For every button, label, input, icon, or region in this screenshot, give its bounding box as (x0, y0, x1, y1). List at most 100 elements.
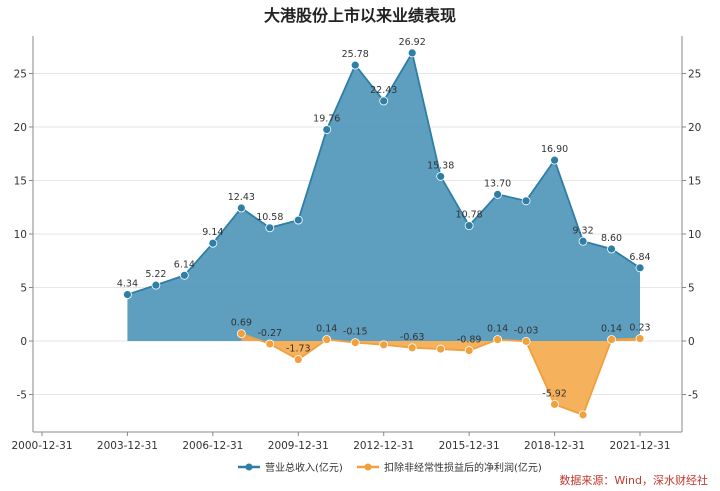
revenue-data-label: 16.90 (541, 144, 568, 155)
revenue-point (350, 60, 360, 70)
revenue-data-label: 19.76 (313, 114, 340, 125)
x-tick-label: 2015-12-31 (439, 440, 500, 452)
net-profit-point (493, 335, 503, 344)
net-profit-data-label: -5.92 (542, 388, 567, 399)
revenue-point (436, 172, 446, 181)
legend-item-net-profit[interactable]: 扣除非经常性损益后的净利润(亿元) (357, 461, 542, 474)
y-tick-label-right: 5 (688, 283, 695, 295)
x-tick-label: 2006-12-31 (182, 440, 243, 452)
revenue-data-label: 26.92 (399, 37, 426, 48)
net-profit-data-label: -0.27 (258, 328, 283, 339)
y-tick-label-right: 0 (688, 336, 695, 348)
revenue-data-label: 15.38 (427, 160, 454, 171)
x-tick-label: 2021-12-31 (609, 440, 670, 452)
revenue-data-label: 8.60 (601, 233, 622, 244)
net-profit-point (521, 336, 531, 346)
net-profit-point (550, 399, 559, 409)
legend-label: 营业总收入(亿元) (265, 461, 343, 474)
point-layer (123, 48, 645, 420)
y-tick-label-right: 10 (688, 229, 701, 241)
revenue-point (179, 270, 189, 280)
legend-swatch-dot (364, 463, 372, 471)
revenue-data-label: 4.34 (117, 279, 138, 290)
y-tick-label-left: 10 (14, 229, 27, 241)
net-profit-data-label: 0.14 (316, 324, 337, 335)
revenue-point (265, 223, 275, 233)
axis-layer: -5 -5 0 0 5 5 10 10 15 15 20 20 25 25 2000-12-31 2003-1… (11, 36, 701, 452)
net-profit-data-label: 0.14 (487, 324, 508, 335)
legend-item-revenue[interactable]: 营业总收入(亿元) (238, 461, 343, 474)
net-profit-data-label: 0.23 (629, 323, 650, 334)
net-profit-point (236, 329, 246, 339)
revenue-point (151, 280, 161, 290)
revenue-point (379, 96, 389, 106)
source-note: 数据来源：Wind，深水财经社 (559, 473, 708, 487)
revenue-point (635, 263, 645, 273)
y-tick-label-right: 20 (688, 122, 701, 134)
x-tick-label: 2009-12-31 (268, 440, 329, 452)
legend[interactable]: 营业总收入(亿元) 扣除非经常性损益后的净利润(亿元) (238, 461, 542, 474)
revenue-data-label: 6.14 (174, 259, 195, 270)
x-tick-label: 2000-12-31 (11, 440, 72, 452)
net-profit-point (635, 334, 645, 343)
legend-label: 扣除非经常性损益后的净利润(亿元) (384, 461, 542, 474)
revenue-data-label: 22.43 (370, 85, 397, 96)
net-profit-data-label: 0.69 (231, 318, 252, 329)
revenue-data-label: 13.70 (484, 178, 511, 189)
revenue-point (236, 203, 246, 213)
revenue-point (123, 290, 132, 299)
net-profit-point (265, 339, 275, 349)
net-profit-area (241, 333, 641, 415)
revenue-data-label: 6.84 (629, 252, 650, 263)
revenue-data-label: 10.58 (256, 212, 283, 223)
net-profit-point (407, 343, 417, 353)
y-tick-label-left: 5 (20, 283, 27, 295)
y-tick-label-left: 25 (14, 68, 27, 80)
revenue-data-label: 25.78 (342, 49, 369, 60)
revenue-data-label: 5.22 (145, 269, 166, 280)
revenue-data-label: 10.78 (456, 210, 483, 221)
revenue-point (407, 48, 417, 58)
y-tick-label-right: 15 (688, 175, 701, 187)
legend-swatch-dot (245, 463, 253, 471)
revenue-point (464, 221, 474, 231)
chart-title: 大港股份上市以来业绩表现 (264, 6, 456, 25)
x-tick-label: 2012-12-31 (353, 440, 414, 452)
revenue-point (521, 196, 531, 206)
y-tick-label-left: 20 (14, 122, 27, 134)
x-tick-label: 2003-12-31 (97, 440, 158, 452)
revenue-area (127, 52, 640, 342)
y-tick-label-left: -5 (17, 390, 27, 402)
net-profit-point (578, 410, 588, 420)
revenue-point (322, 125, 332, 134)
net-profit-data-label: -1.73 (286, 344, 311, 355)
y-tick-label-right: -5 (688, 390, 698, 402)
revenue-point (578, 236, 588, 246)
net-profit-data-label: 0.14 (601, 324, 622, 335)
net-profit-point (322, 335, 332, 344)
net-profit-data-label: -0.15 (343, 327, 368, 338)
y-tick-label-left: 15 (14, 175, 27, 187)
revenue-point (607, 244, 616, 254)
net-profit-point (350, 338, 360, 348)
net-profit-data-label: -0.89 (457, 335, 482, 346)
revenue-point (293, 215, 303, 225)
revenue-point (208, 238, 218, 248)
net-profit-data-label: -0.63 (400, 332, 425, 343)
revenue-point (550, 155, 559, 165)
revenue-data-label: 9.14 (202, 227, 223, 238)
net-profit-point (293, 355, 303, 364)
revenue-point (493, 189, 503, 199)
net-profit-data-label: -0.03 (514, 325, 539, 336)
revenue-data-label: 12.43 (228, 192, 255, 203)
net-profit-point (379, 340, 389, 350)
net-profit-point (607, 335, 616, 344)
y-tick-label-left: 0 (20, 336, 27, 348)
x-tick-label: 2018-12-31 (524, 440, 585, 452)
net-profit-point (464, 346, 474, 355)
revenue-data-label: 9.32 (572, 225, 593, 236)
y-tick-label-right: 25 (688, 68, 701, 80)
